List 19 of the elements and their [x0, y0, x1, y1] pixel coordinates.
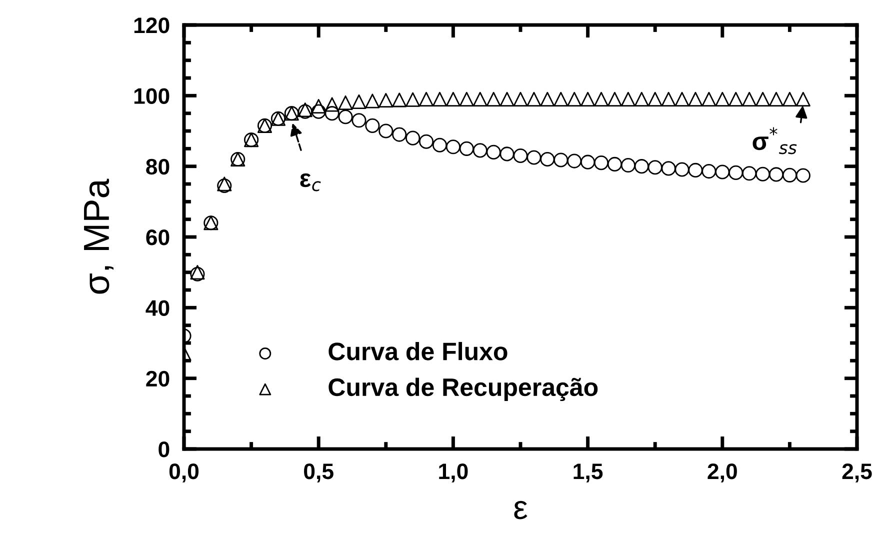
y-tick-label: 120 [134, 18, 170, 34]
legend-label: Curva de Recuperação [328, 378, 598, 402]
x-tick-label: 1,5 [574, 464, 603, 482]
annotation: ε$_{c}$ [300, 173, 321, 192]
x-tick-label: 0,0 [169, 463, 199, 482]
annotation: σ$^{*}$$_{ss}$ [752, 127, 797, 154]
x-tick-label: 0,5 [304, 463, 334, 482]
y-tick-label: 20 [146, 370, 170, 387]
x-tick-label: 2,5 [842, 463, 872, 482]
legend-label: Curva de Fluxo [328, 342, 508, 360]
y-axis-title: σ, MPa [84, 178, 114, 294]
y-tick-label: 40 [146, 300, 170, 316]
y-tick-label: 80 [146, 158, 170, 175]
x-tick-label: 1,0 [439, 463, 468, 482]
y-tick-label: 0 [158, 442, 170, 458]
y-tick-label: 60 [146, 230, 170, 246]
x-tick-label: 2,0 [708, 463, 737, 482]
y-tick-label: 100 [134, 88, 170, 104]
x-axis-title: ε [514, 500, 528, 520]
